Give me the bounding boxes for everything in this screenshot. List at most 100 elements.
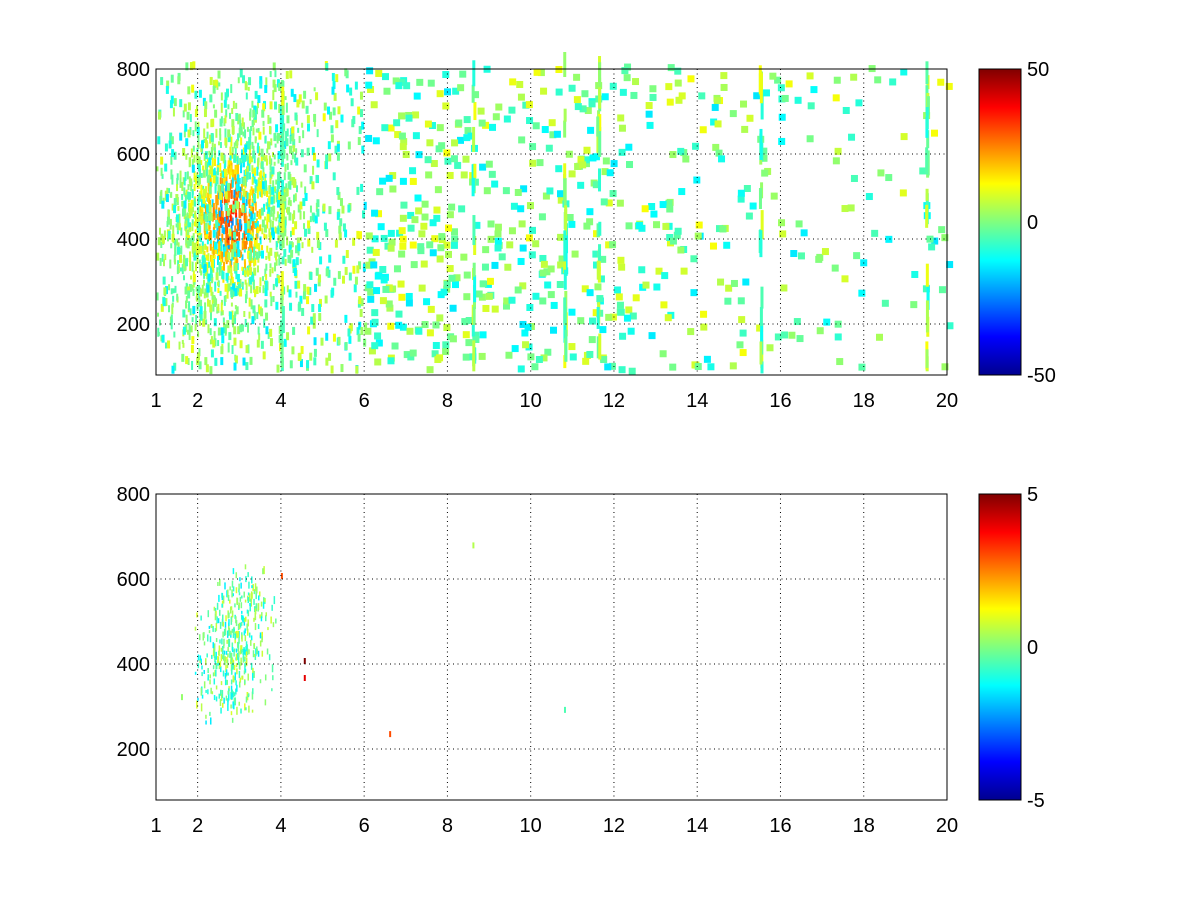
- heatmap-cell: [280, 295, 284, 312]
- heatmap-cell: [271, 688, 273, 692]
- heatmap-cell: [243, 259, 246, 265]
- heatmap-cell: [778, 219, 786, 227]
- heatmap-cell: [371, 318, 379, 326]
- heatmap-cell: [189, 114, 192, 123]
- heatmap-cell: [230, 204, 233, 210]
- heatmap-cell: [286, 154, 289, 161]
- heatmap-cell: [443, 324, 451, 332]
- heatmap-cell: [230, 208, 233, 214]
- heatmap-cell: [206, 246, 209, 253]
- heatmap-cell: [323, 222, 327, 231]
- heatmap-cell: [231, 628, 234, 633]
- heatmap-cell: [187, 102, 191, 111]
- heatmap-cell: [256, 226, 259, 234]
- heatmap-cell: [208, 204, 212, 213]
- heatmap-cell: [325, 154, 329, 163]
- heatmap-cell: [393, 265, 401, 273]
- heatmap-cell: [586, 218, 594, 226]
- heatmap-cell: [218, 150, 221, 157]
- heatmap-cell: [220, 241, 223, 252]
- heatmap-cell: [557, 190, 565, 198]
- heatmap-cell: [256, 166, 259, 176]
- heatmap-cell: [213, 678, 216, 685]
- heatmap-cell: [273, 205, 276, 214]
- heatmap-cell: [598, 62, 602, 88]
- heatmap-cell: [185, 138, 189, 147]
- heatmap-cell: [297, 243, 301, 252]
- heatmap-cell: [232, 231, 236, 240]
- heatmap-cell: [247, 86, 250, 91]
- heatmap-cell: [253, 606, 256, 613]
- heatmap-cell: [223, 154, 226, 162]
- heatmap-cell: [219, 134, 222, 141]
- heatmap-cell: [260, 207, 264, 216]
- heatmap-cell: [444, 157, 452, 165]
- heatmap-cell: [297, 352, 301, 361]
- heatmap-cell: [265, 255, 268, 260]
- y-tick-label: 800: [117, 484, 150, 506]
- heatmap-cell: [218, 241, 221, 252]
- heatmap-cell: [259, 80, 263, 89]
- heatmap-cell: [332, 107, 336, 116]
- heatmap-cell: [269, 247, 273, 256]
- heatmap-cell: [209, 230, 212, 240]
- heatmap-cell: [175, 214, 179, 223]
- heatmap-cell: [200, 703, 203, 712]
- heatmap-cell: [245, 657, 248, 666]
- heatmap-cell: [281, 256, 285, 265]
- heatmap-cell: [235, 663, 238, 668]
- heatmap-cell: [514, 286, 522, 294]
- heatmap-cell: [257, 142, 260, 153]
- heatmap-cell: [296, 185, 298, 193]
- heatmap-cell: [276, 227, 279, 234]
- heatmap-cell: [173, 331, 176, 338]
- heatmap-cell: [865, 193, 873, 201]
- heatmap-cell: [223, 261, 225, 271]
- heatmap-cell: [223, 638, 225, 646]
- heatmap-cell: [781, 94, 789, 102]
- heatmap-cell: [281, 86, 285, 106]
- heatmap-cell: [279, 200, 282, 209]
- heatmap-cell: [291, 133, 295, 142]
- heatmap-cell: [288, 289, 292, 298]
- heatmap-cell: [247, 592, 250, 596]
- heatmap-cell: [237, 180, 240, 190]
- heatmap-cell: [234, 603, 236, 608]
- top-heatmap-cells: [156, 52, 954, 375]
- heatmap-cell: [207, 674, 209, 681]
- heatmap-cell: [238, 113, 241, 123]
- heatmap-cell: [250, 206, 253, 211]
- heatmap-cell: [251, 141, 254, 149]
- heatmap-cell: [194, 90, 198, 99]
- heatmap-cell: [212, 85, 216, 94]
- heatmap-cell: [337, 191, 341, 200]
- heatmap-cell: [205, 168, 208, 177]
- heatmap-cell: [467, 132, 475, 140]
- heatmap-cell: [436, 314, 444, 322]
- heatmap-cell: [315, 174, 319, 183]
- heatmap-cell: [269, 263, 272, 269]
- heatmap-cell: [252, 583, 254, 591]
- heatmap-cell: [185, 229, 188, 238]
- heatmap-cell: [293, 194, 296, 203]
- heatmap-cell: [739, 329, 747, 337]
- heatmap-cell: [303, 223, 306, 230]
- heatmap-cell: [261, 650, 264, 657]
- heatmap-cell: [244, 279, 247, 285]
- heatmap-cell: [289, 302, 293, 311]
- heatmap-cell: [946, 261, 954, 269]
- heatmap-cell: [252, 127, 255, 136]
- heatmap-cell: [557, 233, 565, 241]
- heatmap-cell: [178, 223, 181, 231]
- heatmap-cell: [160, 77, 164, 86]
- heatmap-cell: [210, 254, 213, 262]
- heatmap-cell: [244, 680, 246, 685]
- heatmap-cell: [344, 314, 348, 323]
- heatmap-cell: [165, 194, 169, 203]
- heatmap-cell: [186, 212, 189, 222]
- heatmap-cell: [229, 204, 232, 209]
- heatmap-cell: [627, 327, 635, 335]
- heatmap-cell: [239, 648, 242, 655]
- heatmap-cell: [264, 85, 268, 94]
- heatmap-cell: [450, 241, 458, 249]
